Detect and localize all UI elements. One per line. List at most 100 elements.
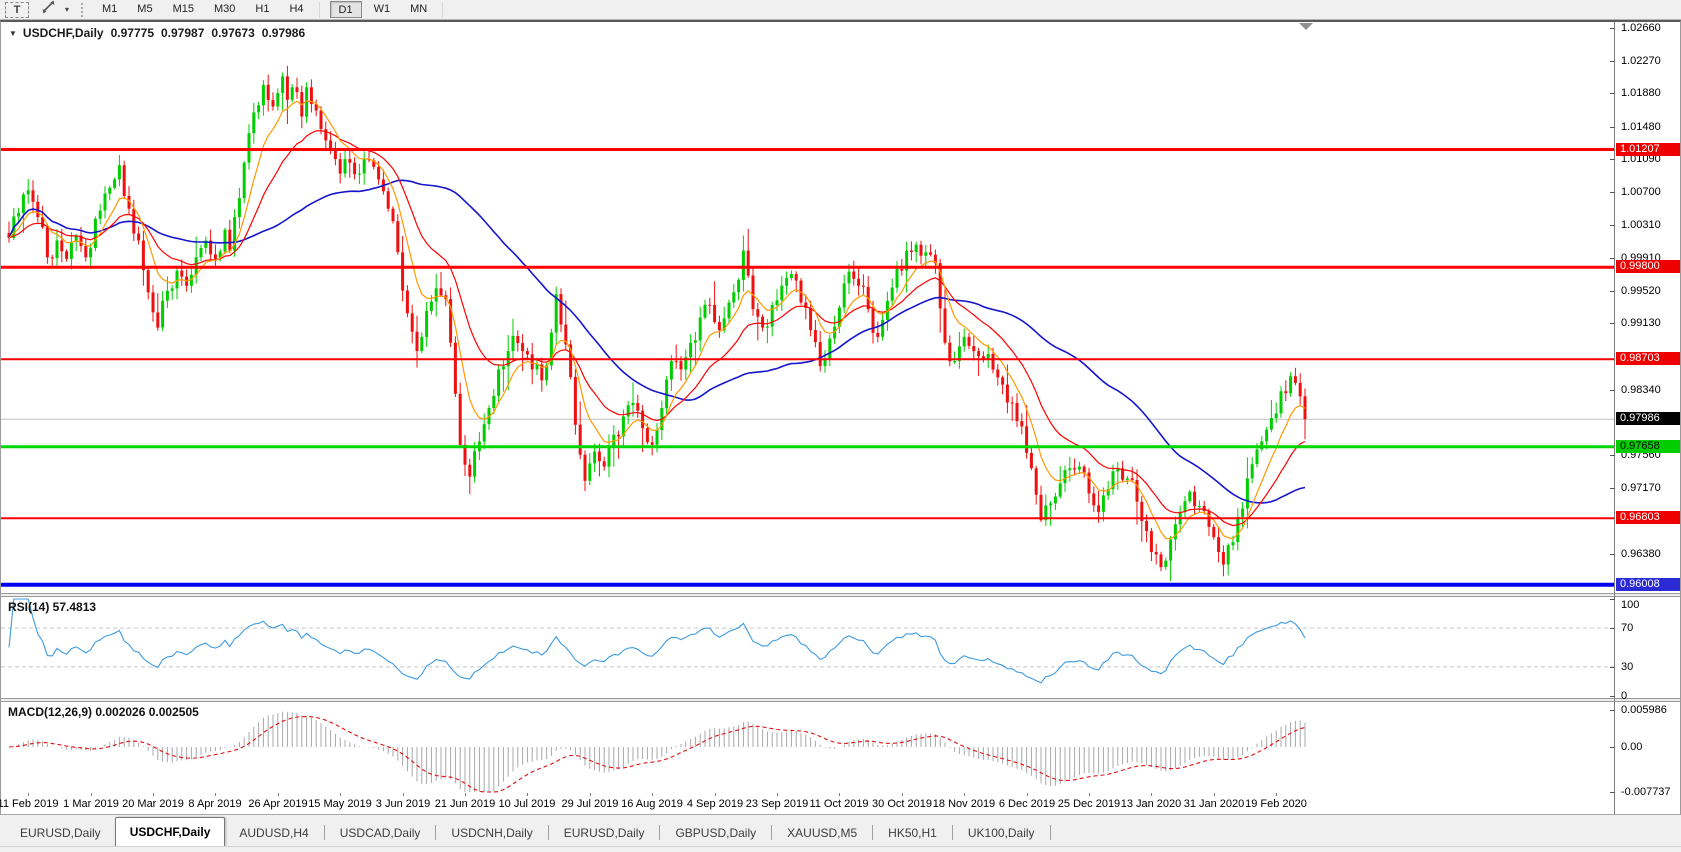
timeframe-button-m1[interactable]: M1 xyxy=(102,3,118,15)
price-tick-label: 0.96380 xyxy=(1621,548,1661,560)
main-price-pane[interactable] xyxy=(1,22,1614,593)
rsi-tick-label: 30 xyxy=(1621,661,1634,673)
ohlc-low: 0.97673 xyxy=(211,26,255,40)
price-tick xyxy=(1610,258,1615,259)
macd-pane[interactable] xyxy=(1,702,1614,793)
price-tick xyxy=(1610,127,1615,128)
date-axis-label: 13 Jan 2020 xyxy=(1120,798,1182,810)
chart-tab-8-hk50[interactable]: HK50,H1 xyxy=(888,826,937,840)
date-tick xyxy=(1151,793,1152,796)
date-axis-label: 18 Nov 2019 xyxy=(932,798,996,810)
horizontal-level-lines[interactable] xyxy=(1,148,1614,587)
date-tick xyxy=(715,793,716,796)
rsi-tick-label: 100 xyxy=(1621,599,1640,611)
candles-series xyxy=(7,65,1307,582)
tab-separator xyxy=(659,825,661,840)
price-tick-label: 0.99130 xyxy=(1621,317,1661,329)
price-level-badge: 0.96803 xyxy=(1616,511,1680,524)
date-axis-label: 25 Dec 2019 xyxy=(1057,798,1121,810)
price-level-badge: 0.96008 xyxy=(1616,578,1680,591)
toolbar-separator xyxy=(318,1,323,18)
timeframe-button-h1[interactable]: H1 xyxy=(255,3,270,15)
macd-tick xyxy=(1610,792,1615,793)
ohlc-close: 0.97986 xyxy=(261,26,306,40)
date-tick xyxy=(1214,793,1215,796)
tab-separator xyxy=(435,825,437,840)
date-axis-label: 20 Mar 2019 xyxy=(122,798,184,810)
ohlc-high: 0.97987 xyxy=(161,26,205,40)
double-arrow-icon xyxy=(41,0,56,19)
price-level-badge: 0.97986 xyxy=(1616,412,1680,425)
date-tick xyxy=(28,793,29,796)
rsi-line xyxy=(8,598,1306,684)
price-tick xyxy=(1610,455,1615,456)
date-axis-label: 31 Jan 2020 xyxy=(1183,798,1245,810)
date-tick xyxy=(465,793,466,796)
date-tick xyxy=(403,793,404,796)
price-tick xyxy=(1610,554,1615,555)
date-tick xyxy=(839,793,840,796)
chart-tab-2-audusd[interactable]: AUDUSD,H4 xyxy=(239,826,309,840)
chart-tab-1-usdchf[interactable]: USDCHF,Daily xyxy=(114,817,226,846)
price-tick xyxy=(1610,28,1615,29)
date-axis-label: 23 Sep 2019 xyxy=(745,798,809,810)
date-axis-label: 15 May 2019 xyxy=(308,798,372,810)
date-axis-label: 30 Oct 2019 xyxy=(872,798,932,810)
rsi-tick-label: 0 xyxy=(1621,690,1628,702)
timeframe-button-w1[interactable]: W1 xyxy=(373,3,391,15)
chart-tab-9-uk100[interactable]: UK100,Daily xyxy=(967,826,1035,840)
timeframe-button-mn[interactable]: MN xyxy=(410,3,428,15)
ma-slow-line xyxy=(8,179,1306,504)
date-axis-label: 8 Apr 2019 xyxy=(188,798,242,810)
timeframe-button-m15[interactable]: M15 xyxy=(172,3,194,15)
chart-title: ▼ USDCHF,Daily 0.97775 0.97987 0.97673 0… xyxy=(9,26,312,40)
dropdown-caret-icon[interactable]: ▾ xyxy=(65,5,70,14)
rsi-tick xyxy=(1610,696,1615,697)
chart-tab-4-usdcnh[interactable]: USDCNH,Daily xyxy=(451,826,533,840)
ma-mid-line xyxy=(8,130,1306,527)
arrows-tool-button[interactable] xyxy=(37,0,60,19)
price-tick-label: 1.01880 xyxy=(1621,87,1661,99)
chart-symbol-label: USDCHF,Daily xyxy=(22,26,104,40)
pane-splitter[interactable] xyxy=(1,698,1680,702)
toolbar-grip[interactable] xyxy=(81,2,84,17)
price-tick-label: 1.00700 xyxy=(1621,186,1661,198)
macd-tick-label: -0.007737 xyxy=(1621,786,1671,798)
date-axis-label: 16 Aug 2019 xyxy=(621,798,683,810)
date-tick xyxy=(215,793,216,796)
tab-separator xyxy=(872,825,874,840)
date-axis-label: 6 Dec 2019 xyxy=(998,798,1056,810)
price-tick xyxy=(1610,225,1615,226)
timeframe-button-h4[interactable]: H4 xyxy=(289,3,304,15)
date-tick xyxy=(1276,793,1277,796)
date-axis-label: 3 Jun 2019 xyxy=(375,798,431,810)
window-bottom-edge xyxy=(0,846,1681,852)
date-axis[interactable]: 11 Feb 2019 1 Mar 2019 20 Mar 2019 8 Apr 20… xyxy=(0,793,1614,814)
pane-splitter[interactable] xyxy=(1,593,1680,597)
rsi-tick xyxy=(1610,628,1615,629)
rsi-pane[interactable] xyxy=(1,597,1614,698)
chart-tab-5-eurusd[interactable]: EURUSD,Daily xyxy=(563,826,645,840)
price-axis[interactable]: 1.02660 1.02270 1.01880 1.01480 1.01090 1.007… xyxy=(1610,22,1681,814)
date-axis-label: 1 Mar 2019 xyxy=(63,798,119,810)
date-tick xyxy=(964,793,965,796)
date-axis-label: 11 Feb 2019 xyxy=(0,798,59,810)
chart-tab-6-gbpusd[interactable]: GBPUSD,Daily xyxy=(675,826,757,840)
text-tool-button[interactable]: T xyxy=(5,1,29,18)
rsi-tick xyxy=(1610,667,1615,668)
price-tick xyxy=(1610,93,1615,94)
timeframe-button-m30[interactable]: M30 xyxy=(213,3,236,15)
price-tick xyxy=(1610,159,1615,160)
chart-tab-0-eurusd[interactable]: EURUSD,Daily xyxy=(20,826,101,840)
date-tick xyxy=(652,793,653,796)
chart-shift-marker-icon[interactable] xyxy=(1299,23,1313,30)
macd-tick xyxy=(1610,747,1615,748)
price-tick xyxy=(1610,291,1615,292)
timeframe-button-d1[interactable]: D1 xyxy=(329,1,362,18)
chart-tab-7-xauusd[interactable]: XAUUSD,M5 xyxy=(787,826,858,840)
chart-tab-3-usdcad[interactable]: USDCAD,Daily xyxy=(339,826,421,840)
macd-histogram xyxy=(13,711,1306,792)
ohlc-open: 0.97775 xyxy=(110,26,154,40)
price-tick-label: 1.01480 xyxy=(1621,121,1661,133)
timeframe-button-m5[interactable]: M5 xyxy=(137,3,153,15)
